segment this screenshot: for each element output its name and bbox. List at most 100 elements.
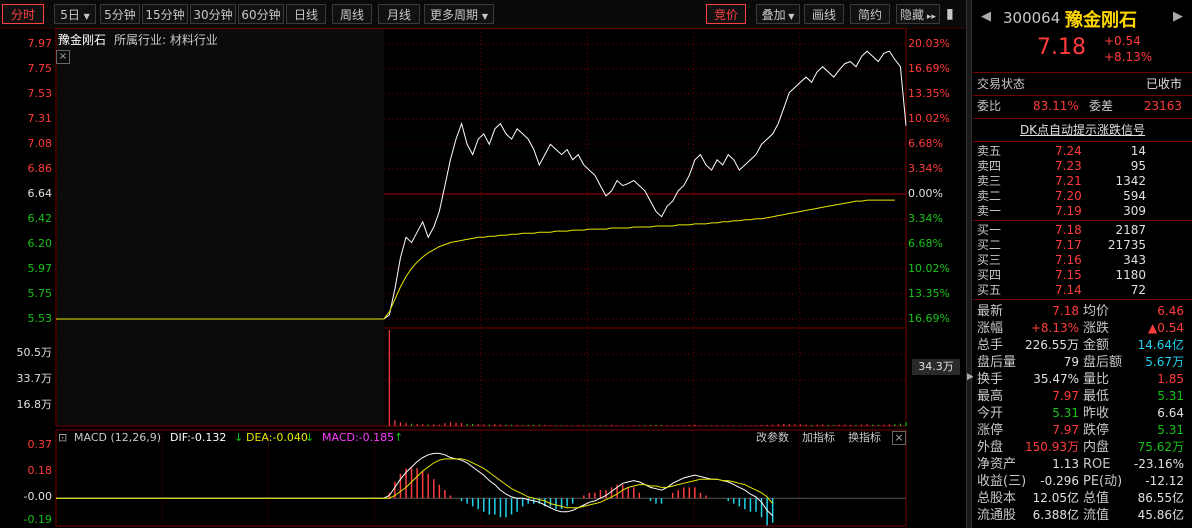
dk-signal-link[interactable]: DK点自动提示涨跌信号: [1019, 123, 1146, 137]
volume-bar: [544, 425, 546, 426]
prev-stock-icon[interactable]: ◀: [981, 9, 991, 24]
tab-more-periods[interactable]: 更多周期 ▼: [424, 4, 494, 24]
tab-simple[interactable]: 简约: [850, 4, 890, 24]
ask-level-row[interactable]: 卖二 7.20 594: [973, 189, 1192, 204]
tab-overlay[interactable]: 叠加 ▼: [756, 4, 800, 24]
stat-row: 盘后量 79 盘后额 5.67万: [973, 354, 1192, 371]
stat-value: 79: [1063, 355, 1079, 369]
volume-bar: [460, 422, 463, 426]
bid-level-row[interactable]: 买三 7.16 343: [973, 253, 1192, 268]
divider: [973, 118, 1192, 119]
volume-bar: [860, 424, 863, 426]
trade-status-label: 交易状态: [977, 77, 1026, 91]
volume-bar: [499, 424, 502, 426]
hide-label: 隐藏: [900, 8, 925, 22]
tab-daily[interactable]: 日线: [286, 4, 326, 24]
change-params-button[interactable]: 改参数: [756, 431, 789, 444]
volume-bar: [710, 425, 713, 426]
switch-indicator-button[interactable]: 换指标: [848, 431, 881, 444]
close-icon[interactable]: ×: [56, 50, 70, 64]
macd-settings-icon[interactable]: ⊡: [58, 431, 68, 444]
close-icon[interactable]: ×: [892, 431, 906, 445]
tab-60min[interactable]: 60分钟: [238, 4, 284, 24]
stat-label: 涨幅: [977, 321, 1004, 336]
tab-30min[interactable]: 30分钟: [190, 4, 236, 24]
volume-bar: [705, 425, 707, 426]
tab-intraday[interactable]: 分时: [2, 4, 44, 24]
volume-bar: [827, 424, 829, 426]
volume-bar: [516, 424, 518, 426]
ask-level-row[interactable]: 卖一 7.19 309: [973, 204, 1192, 219]
stat-row: 换手 35.47% 量比 1.85: [973, 371, 1192, 388]
level-price: 7.20: [1055, 189, 1082, 203]
ask-level-row[interactable]: 卖四 7.23 95: [973, 159, 1192, 174]
stat-label: 最低: [1083, 389, 1110, 404]
macd-axis-label: -0.00: [23, 490, 52, 503]
price-axis-label: 6.20: [27, 237, 53, 250]
volume-bar: [660, 425, 663, 426]
panel-splitter[interactable]: ▶: [966, 0, 974, 528]
volume-bar: [760, 425, 763, 426]
add-indicator-button[interactable]: 加指标: [802, 431, 835, 444]
tab-15min[interactable]: 15分钟: [142, 4, 188, 24]
volume-bar: [577, 425, 579, 426]
stat-label: 昨收: [1083, 406, 1110, 421]
tab-monthly[interactable]: 月线: [378, 4, 420, 24]
bid-level-row[interactable]: 买四 7.15 1180: [973, 268, 1192, 283]
price-axis-label: 5.97: [27, 262, 53, 275]
industry-value: 材料行业: [169, 33, 218, 47]
tab-5day[interactable]: 5日 ▼: [54, 4, 96, 24]
weibi-row: 委比 83.11% 委差 23163: [973, 99, 1192, 114]
volume-bar: [616, 425, 618, 426]
volume-bar: [466, 423, 468, 426]
ask-level-row[interactable]: 卖三 7.21 1342: [973, 174, 1192, 189]
intraday-chart-svg: [55, 28, 907, 527]
stat-row: 净资产 1.13 ROE -23.16%: [973, 456, 1192, 473]
next-stock-icon[interactable]: ▶: [1173, 9, 1183, 24]
auction-region: [57, 29, 384, 425]
volume-bar: [672, 425, 674, 426]
volume-bar: [844, 424, 846, 426]
tab-weekly[interactable]: 周线: [332, 4, 372, 24]
volume-bar: [444, 423, 446, 426]
tab-auction[interactable]: 竞价: [706, 4, 746, 24]
pct-axis-label: 10.02%: [908, 112, 950, 125]
volume-bar: [799, 424, 802, 426]
divider: [973, 141, 1192, 142]
volume-bar: [822, 424, 824, 426]
volume-bar: [833, 425, 835, 426]
stat-row: 总股本 12.05亿 总值 86.55亿: [973, 490, 1192, 507]
stat-value: 5.31: [1052, 406, 1079, 420]
stat-label: 收益(三): [977, 474, 1027, 489]
stat-value: 45.86亿: [1137, 508, 1184, 522]
volume-bar: [788, 424, 790, 426]
collapse-arrow-icon[interactable]: ▶: [967, 372, 974, 382]
period-toolbar: 分时 5日 ▼ 5分钟 15分钟 30分钟 60分钟 日线 周线 月线 更多周期…: [0, 0, 966, 29]
volume-bar: [633, 425, 635, 426]
macd-value-label: MACD:-0.185: [322, 431, 395, 444]
arrow-up-icon: ↑: [394, 431, 404, 444]
volume-bar: [455, 422, 457, 426]
stat-label: 盘后额: [1083, 355, 1123, 370]
tab-draw-line[interactable]: 画线: [804, 4, 844, 24]
volume-bar: [483, 424, 485, 426]
price-axis-label: 6.86: [27, 162, 53, 175]
bid-level-row[interactable]: 买一 7.18 2187: [973, 223, 1192, 238]
price-axis-label: 5.75: [27, 287, 53, 300]
arrow-down-icon: ↓: [305, 431, 315, 444]
stat-value: 7.97: [1052, 423, 1079, 437]
bid-level-row[interactable]: 买五 7.14 72: [973, 283, 1192, 298]
price-axis-label: 7.97: [27, 37, 53, 50]
divider: [973, 299, 1192, 300]
bid-level-row[interactable]: 买二 7.17 21735: [973, 238, 1192, 253]
stat-row: 最高 7.97 最低 5.31: [973, 388, 1192, 405]
level-label: 卖一: [977, 204, 1002, 218]
tab-hide[interactable]: 隐藏 ▸▸: [896, 4, 940, 24]
volume-bar: [605, 425, 607, 426]
double-chevron-right-icon: ▸▸: [924, 12, 936, 22]
volume-bar: [866, 424, 868, 426]
tab-5min[interactable]: 5分钟: [100, 4, 140, 24]
ask-level-row[interactable]: 卖五 7.24 14: [973, 144, 1192, 159]
macd-dif-line: [56, 452, 774, 517]
settings-icon[interactable]: ▮: [946, 6, 954, 22]
